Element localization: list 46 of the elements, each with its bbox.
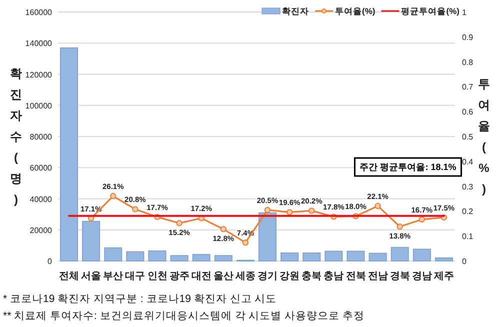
y2-tick-label: 0.9 bbox=[462, 32, 474, 42]
y2-tick-label: 0.5 bbox=[462, 132, 474, 142]
legend-label: 확진자 bbox=[282, 6, 309, 16]
y-tick-label: 160000 bbox=[25, 8, 53, 17]
y-tick-label: 20000 bbox=[30, 226, 53, 235]
x-tick-label: 대구 bbox=[125, 271, 146, 282]
annotation: 주간 평균투여율: 18.1% bbox=[360, 162, 456, 172]
x-tick-label: 울산 bbox=[213, 271, 234, 282]
y-tick-label: 100000 bbox=[25, 101, 53, 110]
y2-tick-label: 0.4 bbox=[462, 157, 474, 166]
x-tick-label: 충북 bbox=[302, 271, 322, 282]
x-tick-label: 세종 bbox=[234, 271, 256, 282]
y2-tick-label: 0.8 bbox=[462, 58, 474, 67]
x-tick-label: 전남 bbox=[368, 271, 388, 282]
y-tick-label: 60000 bbox=[30, 164, 53, 173]
y-tick-label: 80000 bbox=[30, 132, 53, 142]
x-tick-label: 경기 bbox=[258, 271, 278, 282]
legend-label: 투여율(%) bbox=[335, 6, 376, 16]
x-tick-label: 전체 bbox=[59, 271, 80, 282]
text: * 코로나19 확진자 지역구분 : 코로나19 확진자 신고 시도 bbox=[3, 293, 277, 305]
x-tick-label: 부산 bbox=[103, 271, 124, 282]
x-tick-label: 서울 bbox=[81, 271, 102, 282]
y-axis-title: 확진자수(명) bbox=[10, 66, 22, 206]
text: ** 치료제 투여자수: 보건의료위기대응시스템에 각 시도별 사용량으로 추정 bbox=[3, 310, 365, 322]
y-tick-label: 40000 bbox=[30, 194, 53, 204]
x-tick-label: 대전 bbox=[191, 271, 212, 282]
y2-tick-label: 0.6 bbox=[462, 108, 474, 117]
x-tick-label: 인천 bbox=[147, 271, 168, 282]
x-tick-label: 경남 bbox=[412, 271, 432, 282]
y2-tick-label: 0.7 bbox=[462, 82, 474, 92]
x-tick-label: 충남 bbox=[324, 271, 344, 282]
y2-tick-label: 1 bbox=[462, 8, 467, 17]
x-tick-label: 광주 bbox=[169, 271, 190, 282]
y-tick-label: 140000 bbox=[25, 39, 53, 48]
x-tick-label: 제주 bbox=[432, 271, 454, 282]
y2-tick-label: 0 bbox=[462, 257, 467, 266]
x-tick-label: 경북 bbox=[390, 271, 410, 282]
x-tick-label: 강원 bbox=[280, 271, 300, 282]
y-tick-label: 120000 bbox=[25, 70, 53, 80]
y2-tick-label: 0.2 bbox=[462, 207, 474, 216]
y2-tick-label: 0.1 bbox=[462, 232, 474, 242]
x-tick-label: 전북 bbox=[346, 271, 366, 282]
y-tick-label: 0 bbox=[48, 257, 53, 266]
y2-axis-title: 투여율(%) bbox=[478, 77, 490, 196]
legend-label: 평균투여율(%) bbox=[401, 6, 460, 16]
y2-tick-label: 0.3 bbox=[462, 182, 474, 192]
